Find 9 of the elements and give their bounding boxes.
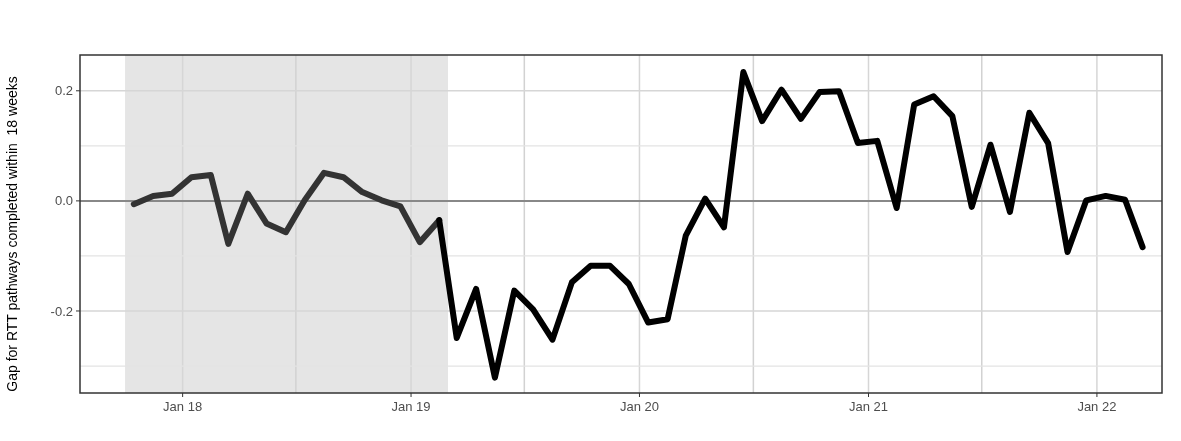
x-tick-label: Jan 22 — [1077, 399, 1117, 414]
x-tick-label: Jan 20 — [619, 399, 659, 414]
x-tick-label: Jan 18 — [163, 399, 203, 414]
y-tick-label: -0.2 — [50, 303, 73, 319]
y-tick-label: 0.2 — [54, 83, 73, 99]
x-tick-label: Jan 19 — [391, 399, 431, 414]
y-axis-title: Gap for RTT pathways completed within 18 weeks — [4, 76, 20, 392]
y-tick-label: 0.0 — [54, 193, 73, 209]
x-tick-label: Jan 21 — [848, 399, 889, 414]
